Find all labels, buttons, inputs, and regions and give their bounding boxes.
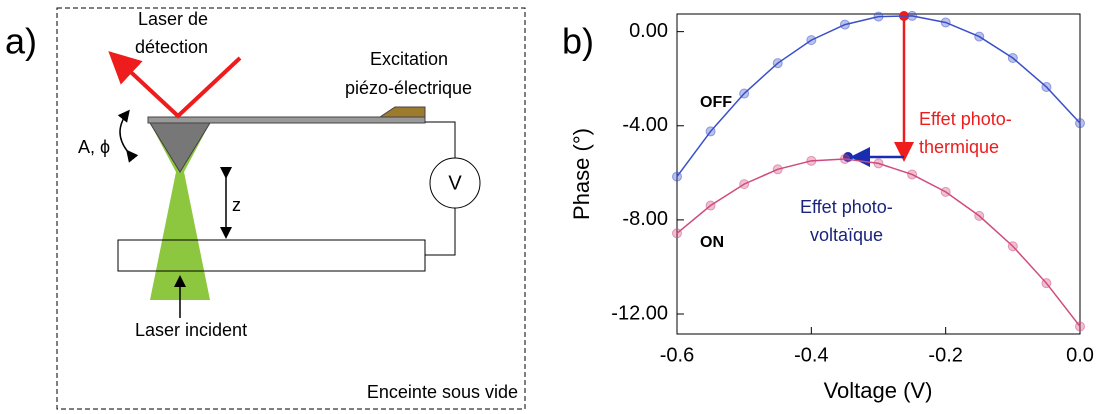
wire: [425, 121, 456, 158]
point: [806, 35, 817, 46]
point: [907, 169, 918, 180]
y-tick-label: -12.00: [611, 302, 668, 324]
point: [705, 200, 716, 211]
label: détection: [135, 37, 208, 57]
point: [974, 31, 985, 42]
point: [806, 155, 817, 166]
series-label: ON: [700, 234, 724, 251]
point: [705, 126, 716, 137]
annotation: Effet photo-: [800, 197, 893, 217]
angle-arrow: [117, 109, 139, 163]
panel-label: a): [5, 21, 37, 62]
point: [1041, 278, 1052, 289]
point: [772, 164, 783, 175]
x-tick-label: -0.2: [928, 344, 962, 366]
wire: [425, 208, 456, 256]
point: [940, 186, 951, 197]
y-tick-label: -8.00: [622, 208, 668, 230]
laser-beam: [150, 123, 210, 300]
point: [672, 228, 682, 239]
point: [1007, 53, 1018, 63]
chamber-box: [56, 7, 526, 410]
plot-frame: [676, 13, 1081, 335]
fit-line: [676, 158, 1081, 327]
annotation: voltaïque: [810, 225, 883, 245]
point: [1075, 321, 1085, 332]
piezo: [378, 106, 426, 118]
annotation: thermique: [919, 137, 999, 157]
label: Excitation: [370, 49, 448, 69]
label: V: [448, 172, 462, 194]
series-label: OFF: [700, 94, 732, 111]
y-tick-label: -4.00: [622, 114, 668, 136]
x-tick-label: -0.6: [660, 344, 694, 366]
point: [839, 19, 850, 30]
label: Laser de: [138, 9, 208, 29]
y-tick-label: 0.00: [629, 20, 668, 42]
y-axis-label: Phase (°): [569, 128, 594, 220]
point: [839, 153, 850, 164]
detection-laser: [108, 51, 242, 119]
point: [739, 179, 750, 190]
point: [739, 88, 750, 99]
label: Laser incident: [135, 320, 247, 340]
chart: b) Voltage (V) Phase (°) OFF ON Effet ph…: [562, 10, 1094, 403]
point: [1075, 118, 1085, 129]
label: z: [232, 195, 241, 215]
x-axis-label: Voltage (V): [824, 378, 933, 403]
point: [873, 11, 884, 22]
fit-line: [676, 15, 1081, 178]
point: [1007, 241, 1018, 252]
annotation: Effet photo-: [919, 109, 1012, 129]
point: [672, 171, 682, 182]
sample: [117, 239, 426, 272]
voltmeter: [429, 157, 481, 209]
point: [1041, 81, 1052, 92]
x-tick-label: 0.0: [1066, 344, 1094, 366]
point: [940, 17, 951, 28]
label: piézo-électrique: [345, 78, 472, 98]
diagram: a) Laser de détection Excitation piézo-é…: [5, 7, 526, 410]
point: [974, 210, 985, 221]
point: [772, 58, 783, 69]
point: [873, 158, 884, 169]
label: A, ϕ: [78, 137, 110, 157]
panel-label: b): [562, 21, 594, 62]
point: [907, 10, 918, 21]
cantilever: [147, 116, 426, 124]
x-tick-label: -0.4: [794, 344, 828, 366]
tip: [149, 122, 211, 173]
label: Enceinte sous vide: [367, 382, 518, 402]
